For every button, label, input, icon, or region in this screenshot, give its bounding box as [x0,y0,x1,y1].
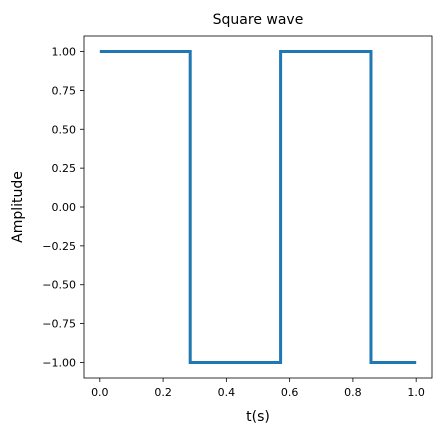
y-tick-label: −0.25 [42,240,76,253]
x-tick-label: 0.0 [91,386,109,399]
plot-area-frame [83,35,433,379]
y-tick-label: 0.75 [52,84,77,97]
x-tick-label: 0.4 [218,386,236,399]
y-tick-label: −1.00 [42,356,76,369]
x-tick-label: 0.8 [344,386,362,399]
y-tick-label: 0.00 [52,201,77,214]
y-tick-label: −0.50 [42,279,76,292]
y-axis-label: Amplitude [10,171,26,243]
x-axis-label: t(s) [246,409,270,425]
x-tick-label: 0.6 [281,386,299,399]
y-axis: 1.00 0.75 0.50 0.25 0.00 −0.25 −0.50 −0.75 −1.00 [42,46,84,369]
x-axis: 0.0 0.2 0.4 0.6 0.8 1.0 [91,378,425,399]
chart-title: Square wave [213,12,304,28]
y-tick-label: −0.75 [42,318,76,331]
y-tick-label: 0.25 [52,162,77,175]
y-tick-label: 1.00 [52,46,77,59]
y-tick-label: 0.50 [52,123,77,136]
x-tick-label: 0.2 [154,386,172,399]
x-tick-label: 1.0 [407,386,425,399]
series-line-0 [99,50,417,364]
plot-layer [99,50,417,364]
